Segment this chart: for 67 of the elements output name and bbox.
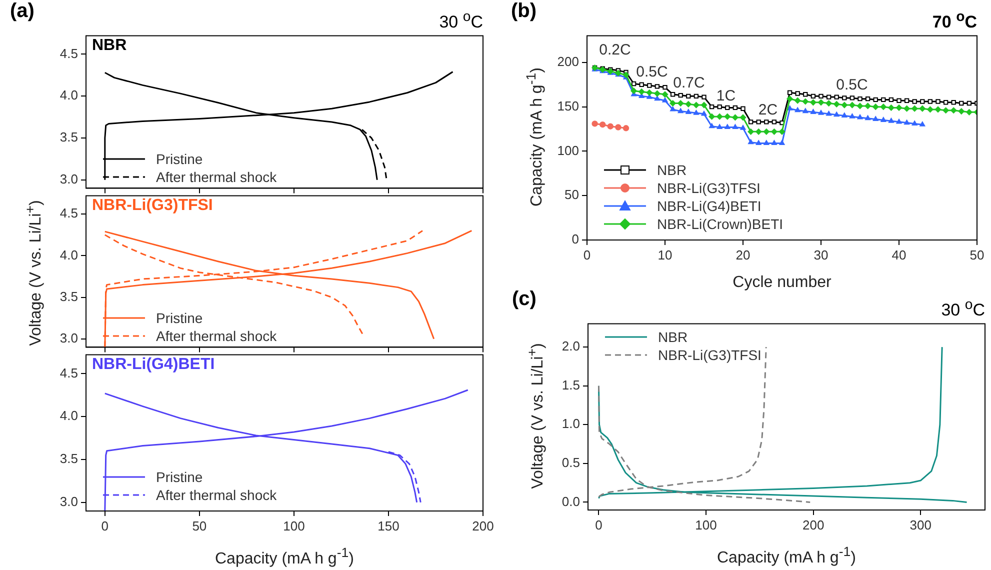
chart-title: NBR [92,37,127,55]
legend-label: NBR-Li(G3)TFSI [658,347,762,363]
annotation: 0.5C [636,64,668,80]
y-tick-label: 1.0 [562,416,580,432]
y-tick-label: 4.0 [60,88,78,103]
y-tick-label: 4.5 [60,46,78,61]
legend-label: NBR-Li(Crown)BETI [657,216,784,232]
text: (b) [511,0,537,23]
x-tick-label: 0 [583,247,591,262]
x-axis-title: Cycle number [732,274,832,292]
annotation: 0.5C [836,76,868,94]
legend-label: After thermal shock [156,487,277,503]
y-tick-label: 150 [557,98,579,114]
x-tick-label: 20 [736,247,750,262]
x-tick-label: 10 [658,247,672,262]
chart-title: NBR-Li(G3)TFSI [92,197,213,215]
x-tick-label: 50 [970,247,984,262]
y-tick-label: 4.5 [60,365,78,380]
x-tick-label: 300 [910,517,932,532]
annotation: 1C [716,88,736,104]
y-tick-label: 0 [572,232,579,247]
y-tick-label: 4.0 [60,408,78,424]
chart-subtitle: 70 $^{o}$C [932,9,977,33]
x-tick-label: 100 [283,518,305,534]
legend-label: NBR [657,162,687,178]
legend-label: NBR-Li(G3)TFSI [657,180,760,196]
y-tick-label: 3.5 [60,288,78,304]
x-tick-label: 30 [814,247,828,262]
x-axis-title: Capacity (mA h g$^{-1}$) [716,544,856,568]
y-tick-label: 0.0 [562,494,580,509]
y-tick-label: 3.0 [60,171,78,186]
y-tick-label: 4.5 [60,206,78,221]
legend-label: NBR [658,329,688,345]
text: (a) [10,0,34,23]
chart-subtitle: 30 $^{o}$C [439,9,483,33]
x-tick-label: 200 [802,517,824,532]
legend-label: NBR-Li(G4)BETI [657,198,762,214]
x-tick-label: 40 [892,247,906,262]
legend-label: Pristine [156,151,203,167]
chart-subtitle: 30 $^{o}$C [941,297,985,321]
y-tick-label: 3.0 [60,494,78,509]
x-tick-label: 50 [192,518,207,534]
x-tick-label: 200 [472,518,494,534]
text: (c) [512,288,536,311]
y-tick-label: 4.0 [60,247,78,262]
legend-label: After thermal shock [156,328,277,344]
y-tick-label: 3.0 [60,330,78,346]
y-tick-label: 3.5 [60,130,78,145]
x-tick-label: 150 [378,518,400,534]
annotation: 0.7C [673,74,705,92]
x-tick-label: 0 [101,518,109,534]
y-tick-label: 3.5 [60,451,78,466]
y-tick-label: 100 [557,142,579,158]
y-tick-label: 200 [557,54,579,70]
annotation: 0.2C [599,42,631,58]
x-tick-label: 0 [595,517,602,532]
legend-label: Pristine [156,310,203,326]
x-tick-label: 100 [695,517,717,532]
y-tick-label: 50 [564,187,579,202]
y-tick-label: 0.5 [562,455,580,470]
y-tick-label: 1.5 [562,377,580,392]
chart-title: NBR-Li(G4)BETI [92,356,215,374]
x-axis-title: Capacity (mA h g$^{-1}$) [214,545,354,568]
annotation: 2C [758,102,778,118]
legend-label: Pristine [156,469,203,485]
y-tick-label: 2.0 [562,338,580,354]
legend-label: After thermal shock [156,169,277,185]
